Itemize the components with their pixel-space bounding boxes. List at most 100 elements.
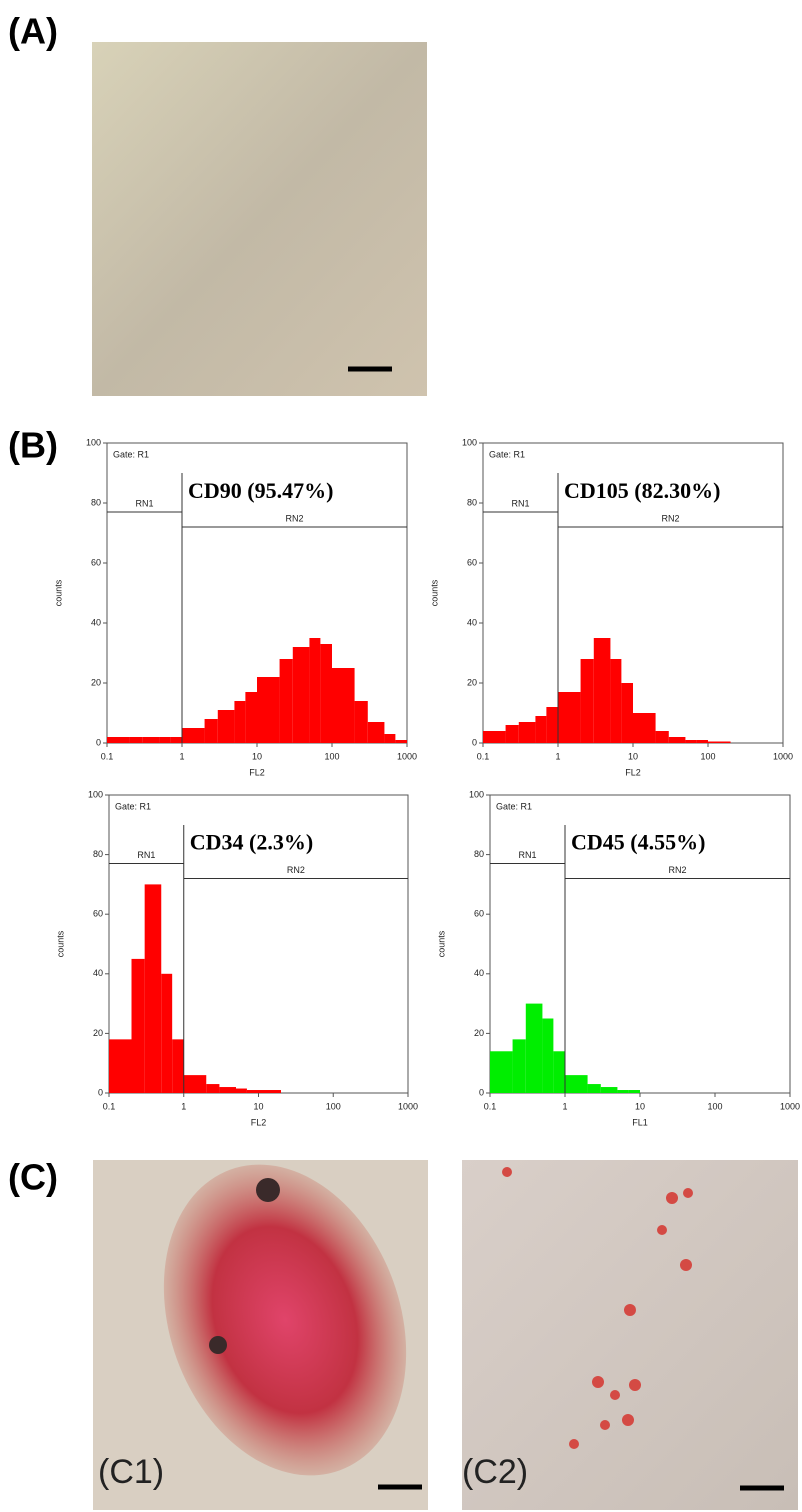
- histogram-bar: [170, 737, 182, 743]
- histogram-bar: [696, 740, 708, 743]
- histogram-bar: [512, 1039, 526, 1093]
- micrograph: [462, 1160, 798, 1510]
- histogram-bar: [535, 716, 547, 743]
- chart-title: CD45 (4.55%): [571, 829, 705, 854]
- histogram-bar: [668, 737, 686, 743]
- y-axis-label: counts: [55, 930, 65, 957]
- stain-region: [163, 1164, 407, 1476]
- x-tick-label: 100: [707, 1101, 722, 1111]
- histogram-bar: [546, 707, 558, 743]
- histogram-bar: [617, 1090, 629, 1093]
- lipid-droplets: [502, 1167, 693, 1449]
- y-tick-label: 20: [91, 677, 101, 687]
- histogram-bar: [580, 659, 594, 743]
- x-tick-label: 1: [181, 1101, 186, 1111]
- histogram-bar: [354, 701, 368, 743]
- y-tick-label: 0: [472, 737, 477, 747]
- histogram-bar: [685, 740, 697, 743]
- deposit: [256, 1178, 280, 1202]
- chart-title: CD34 (2.3%): [190, 829, 313, 854]
- histogram-bar: [395, 740, 407, 743]
- chart-title: CD90 (95.47%): [188, 478, 333, 503]
- histogram-bar: [245, 692, 257, 743]
- y-tick-label: 80: [474, 849, 484, 859]
- x-tick-label: 1: [555, 751, 560, 761]
- histogram-bar: [204, 719, 218, 743]
- histogram-bar: [258, 1090, 282, 1093]
- x-tick-label: 0.1: [103, 1101, 116, 1111]
- y-tick-label: 100: [88, 789, 103, 799]
- histogram-bar: [161, 973, 173, 1093]
- histogram-bar: [183, 1075, 207, 1093]
- x-tick-label: 100: [700, 751, 715, 761]
- x-tick-label: 1000: [398, 1101, 418, 1111]
- y-tick-label: 60: [474, 909, 484, 919]
- histogram-bar: [483, 731, 506, 743]
- y-tick-label: 40: [474, 968, 484, 978]
- histogram-bar: [320, 644, 332, 743]
- histogram-bar: [172, 1039, 184, 1093]
- x-tick-label: 0.1: [484, 1101, 497, 1111]
- histogram-bar: [144, 884, 162, 1093]
- gate-label: RN2: [285, 513, 303, 523]
- y-tick-label: 20: [474, 1028, 484, 1038]
- x-tick-label: 1000: [780, 1101, 800, 1111]
- histogram-bar: [206, 1084, 220, 1093]
- x-tick-label: 10: [635, 1101, 645, 1111]
- histogram-bar: [600, 1087, 618, 1093]
- x-tick-label: 1: [562, 1101, 567, 1111]
- x-tick-label: 10: [628, 751, 638, 761]
- histogram-bar: [708, 741, 731, 743]
- histogram-bar: [219, 1087, 236, 1093]
- histogram-bar: [235, 1088, 247, 1093]
- histogram-bar: [142, 737, 160, 743]
- histogram-bar: [309, 638, 321, 743]
- gate-name: Gate: R1: [113, 449, 149, 459]
- x-tick-label: 10: [253, 1101, 263, 1111]
- histogram-bar: [490, 1051, 513, 1093]
- x-axis-label: FL1: [632, 1117, 648, 1127]
- panel-label: (B): [8, 425, 58, 466]
- histogram-bar: [292, 647, 310, 743]
- x-axis-label: FL2: [249, 767, 265, 777]
- gate-label: RN2: [287, 865, 305, 875]
- x-axis-label: FL2: [251, 1117, 267, 1127]
- y-tick-label: 0: [98, 1087, 103, 1097]
- histogram-bar: [621, 683, 633, 743]
- x-tick-label: 10: [252, 751, 262, 761]
- y-axis-label: counts: [429, 579, 439, 606]
- histogram-bar: [628, 1090, 640, 1093]
- gate-label: RN1: [135, 498, 153, 508]
- y-tick-label: 40: [91, 617, 101, 627]
- gate-name: Gate: R1: [489, 449, 525, 459]
- histogram-bar: [525, 1003, 543, 1093]
- histogram-bar: [129, 737, 143, 743]
- histogram-bar: [367, 722, 385, 743]
- x-tick-label: 1: [179, 751, 184, 761]
- y-axis-label: counts: [53, 579, 63, 606]
- gate-label: RN1: [137, 850, 155, 860]
- deposit: [209, 1336, 227, 1354]
- panel-label: (A): [8, 11, 58, 52]
- y-tick-label: 60: [93, 909, 103, 919]
- x-axis-label: FL2: [625, 767, 641, 777]
- x-tick-label: 100: [324, 751, 339, 761]
- y-axis-label: counts: [436, 930, 446, 957]
- y-tick-label: 80: [93, 849, 103, 859]
- histogram-bar: [279, 659, 293, 743]
- y-tick-label: 20: [93, 1028, 103, 1038]
- y-tick-label: 40: [467, 617, 477, 627]
- histogram-bar: [593, 638, 611, 743]
- histogram-bar: [633, 713, 656, 743]
- x-tick-label: 1000: [397, 751, 417, 761]
- histogram-bar: [257, 677, 280, 743]
- histogram-bar: [246, 1090, 259, 1093]
- histogram-bar: [655, 731, 669, 743]
- y-tick-label: 0: [479, 1087, 484, 1097]
- y-tick-label: 80: [467, 497, 477, 507]
- histogram-bar: [131, 958, 145, 1093]
- histogram-bar: [159, 737, 171, 743]
- gate-name: Gate: R1: [496, 801, 532, 811]
- histogram-bar: [610, 659, 622, 743]
- histogram-bar: [332, 668, 355, 743]
